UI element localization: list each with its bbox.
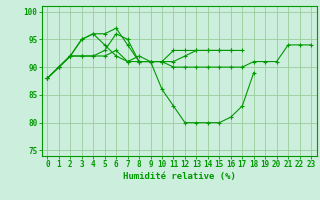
X-axis label: Humidité relative (%): Humidité relative (%)	[123, 172, 236, 181]
